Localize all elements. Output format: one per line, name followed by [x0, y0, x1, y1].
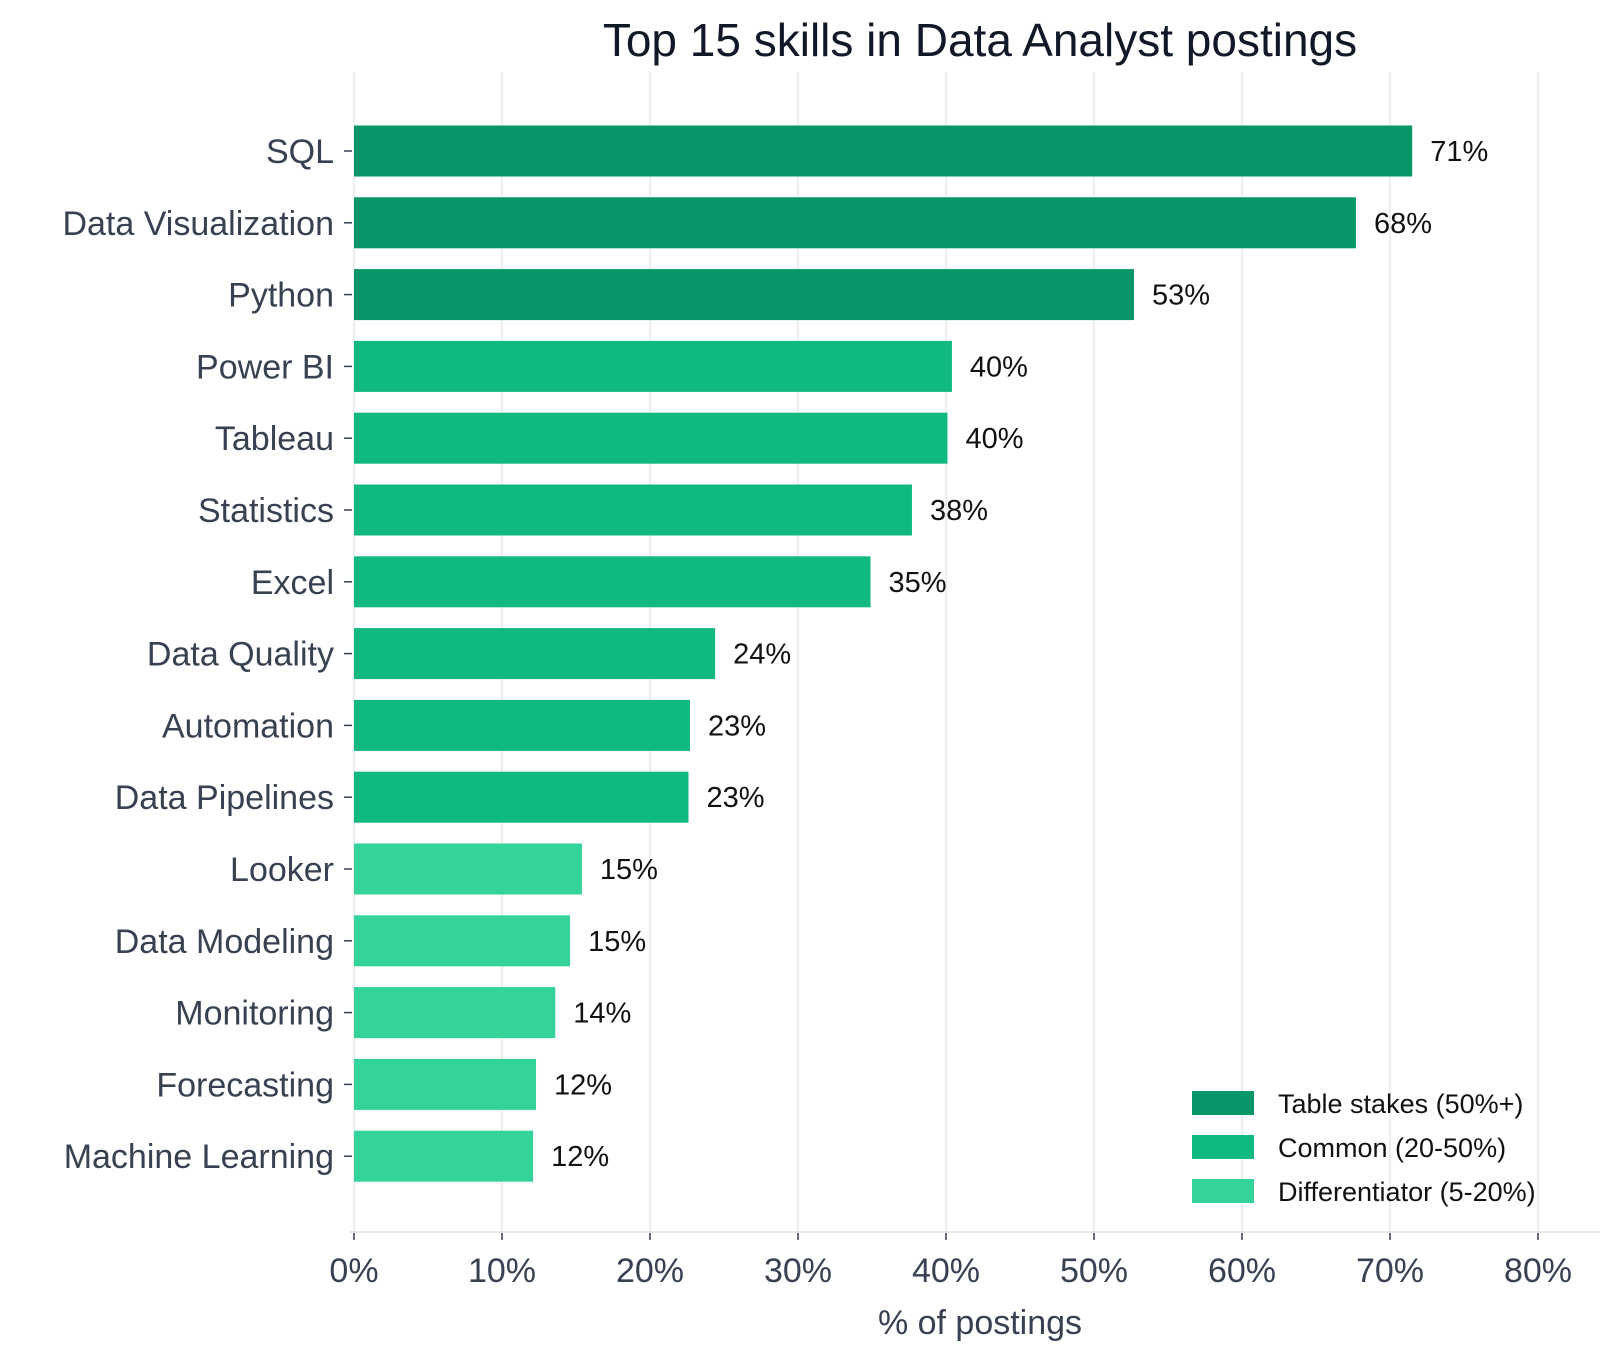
- category-label: Monitoring: [175, 995, 334, 1033]
- bar-power-bi: [354, 340, 952, 392]
- x-tick-label: 60%: [1208, 1252, 1276, 1290]
- bar-tableau: [354, 412, 948, 464]
- legend-swatch: [1192, 1179, 1254, 1203]
- category-label: Data Visualization: [62, 205, 334, 243]
- category-label: Looker: [230, 851, 334, 889]
- category-label: Power BI: [196, 348, 334, 386]
- value-label: 24%: [733, 639, 791, 671]
- category-label: Excel: [251, 564, 334, 602]
- category-label: Forecasting: [156, 1066, 334, 1104]
- category-label: Tableau: [215, 420, 334, 458]
- y-axis-labels: SQL Data Visualization Python Power BI Table…: [62, 133, 352, 1176]
- bar-data-pipelines: [354, 771, 689, 823]
- x-axis-title: % of postings: [878, 1304, 1082, 1342]
- value-label: 40%: [970, 351, 1028, 383]
- legend-label: Table stakes (50%+): [1278, 1089, 1523, 1119]
- value-label: 40%: [965, 423, 1023, 455]
- bar-excel: [354, 556, 871, 608]
- value-label: 71%: [1430, 136, 1488, 168]
- value-label: 12%: [554, 1069, 612, 1101]
- bar-looker: [354, 843, 582, 895]
- legend-label: Differentiator (5-20%): [1278, 1177, 1536, 1207]
- chart-title: Top 15 skills in Data Analyst postings: [603, 14, 1357, 66]
- x-axis-ticks: 0% 10% 20% 30% 40% 50% 60% 70% 80%: [329, 1232, 1572, 1290]
- value-label: 35%: [889, 567, 947, 599]
- legend-swatch: [1192, 1091, 1254, 1115]
- value-label: 23%: [708, 710, 766, 742]
- x-tick-label: 10%: [468, 1252, 536, 1290]
- value-label: 15%: [600, 854, 658, 886]
- x-tick-label: 20%: [616, 1252, 684, 1290]
- value-label: 23%: [706, 782, 764, 814]
- category-label: Data Pipelines: [115, 779, 334, 817]
- x-tick-label: 50%: [1060, 1252, 1128, 1290]
- value-label: 12%: [551, 1141, 609, 1173]
- bars: [354, 125, 1413, 1182]
- bar-monitoring: [354, 987, 556, 1039]
- category-label: Machine Learning: [64, 1138, 334, 1176]
- bar-data-modeling: [354, 915, 571, 967]
- value-labels: 71% 68% 53% 40% 40% 38% 35% 24% 23% 23% 15% 15% 14% 1…: [551, 136, 1488, 1173]
- category-label: Python: [228, 277, 334, 315]
- x-tick-label: 0%: [329, 1252, 378, 1290]
- value-label: 38%: [930, 495, 988, 527]
- category-label: Data Quality: [147, 636, 334, 674]
- bar-data-visualization: [354, 197, 1356, 249]
- bar-machine-learning: [354, 1130, 534, 1182]
- category-label: Automation: [162, 707, 334, 745]
- value-label: 15%: [588, 926, 646, 958]
- legend: Table stakes (50%+) Common (20-50%) Differ…: [1192, 1089, 1536, 1207]
- x-tick-label: 30%: [764, 1252, 832, 1290]
- value-label: 14%: [573, 998, 631, 1030]
- x-tick-label: 70%: [1356, 1252, 1424, 1290]
- category-label: Data Modeling: [115, 923, 334, 961]
- bar-statistics: [354, 484, 912, 536]
- bar-sql: [354, 125, 1413, 177]
- legend-swatch: [1192, 1135, 1254, 1159]
- legend-label: Common (20-50%): [1278, 1133, 1506, 1163]
- x-tick-label: 80%: [1504, 1252, 1572, 1290]
- bar-forecasting: [354, 1058, 537, 1110]
- category-label: Statistics: [198, 492, 334, 530]
- value-label: 68%: [1374, 208, 1432, 240]
- bar-automation: [354, 699, 690, 751]
- bar-data-quality: [354, 628, 716, 680]
- category-label: SQL: [266, 133, 334, 171]
- x-tick-label: 40%: [912, 1252, 980, 1290]
- value-label: 53%: [1152, 280, 1210, 312]
- bar-python: [354, 269, 1134, 321]
